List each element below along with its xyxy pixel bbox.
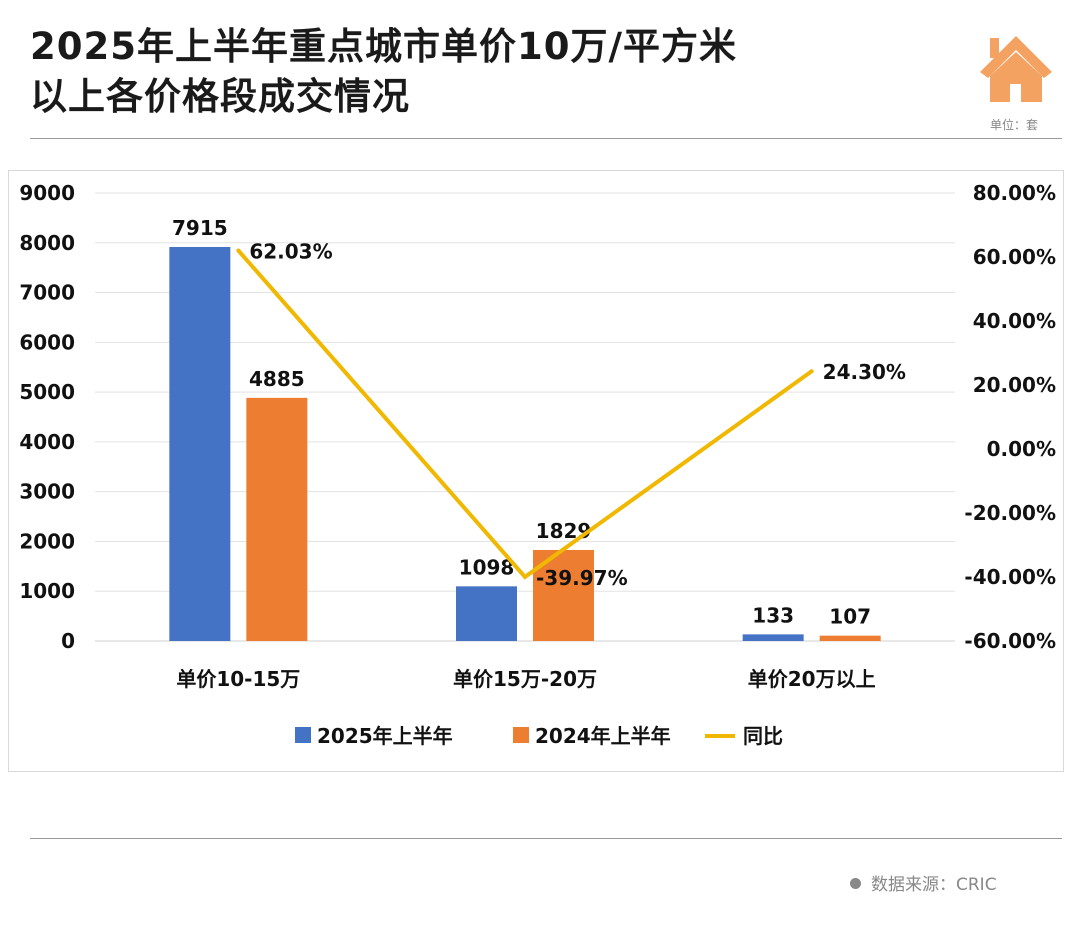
bar-2025	[169, 247, 231, 641]
data-label: 7915	[172, 216, 228, 240]
y-tick-label: 7000	[19, 281, 75, 305]
y-tick-label: 6000	[19, 330, 75, 354]
yoy-label: -39.97%	[536, 566, 628, 590]
x-tick-label: 单价20万以上	[748, 667, 876, 691]
y-tick-label: 4000	[19, 430, 75, 454]
y2-tick-label: 20.00%	[973, 373, 1056, 397]
yoy-point	[523, 574, 527, 579]
divider	[30, 838, 1062, 839]
title-line-1: 2025年上半年重点城市单价10万/平方米	[30, 25, 737, 68]
y-tick-label: 5000	[19, 380, 75, 404]
y-tick-label: 2000	[19, 529, 75, 553]
y2-tick-label: -60.00%	[964, 629, 1056, 653]
y-tick-label: 9000	[19, 181, 75, 205]
y2-tick-label: -40.00%	[964, 565, 1056, 589]
y-tick-label: 0	[61, 629, 75, 653]
legend-swatch-2024	[513, 727, 529, 743]
yoy-label: 24.30%	[823, 360, 906, 384]
bar-2025	[742, 634, 804, 641]
unit-label: 单位：套	[990, 118, 1039, 132]
yoy-point	[236, 248, 241, 253]
bar-2025	[456, 586, 517, 641]
page-title: 2025年上半年重点城市单价10万/平方米 以上各价格段成交情况	[30, 22, 737, 122]
y2-tick-label: -20.00%	[964, 501, 1056, 525]
legend-label: 2025年上半年	[317, 724, 453, 748]
yoy-point	[809, 369, 814, 374]
y2-tick-label: 80.00%	[973, 181, 1056, 205]
y-tick-label: 8000	[19, 231, 75, 255]
yoy-line	[236, 249, 813, 580]
y2-tick-label: 0.00%	[987, 437, 1056, 461]
title-line-2: 以上各价格段成交情况	[30, 75, 410, 118]
y2-tick-label: 60.00%	[973, 245, 1056, 269]
bar-2024	[819, 635, 881, 641]
data-label: 133	[752, 603, 794, 627]
x-tick-label: 单价10-15万	[176, 667, 300, 691]
y-tick-label: 3000	[19, 480, 75, 504]
source-note: 数据来源：CRIC	[850, 870, 997, 895]
x-tick-label: 单价15万-20万	[453, 667, 597, 691]
legend-label: 同比	[743, 724, 783, 748]
y2-tick-label: 40.00%	[973, 309, 1056, 333]
yoy-label: 62.03%	[249, 240, 332, 264]
bar-2024	[246, 397, 308, 641]
data-label: 107	[829, 605, 871, 629]
bullet-icon	[850, 878, 861, 889]
data-label: 1098	[459, 555, 515, 579]
house-icon	[980, 36, 1052, 102]
source-text: 数据来源：CRIC	[871, 875, 997, 895]
legend-swatch-2025	[295, 727, 311, 743]
data-label: 1829	[536, 519, 592, 543]
chart-frame	[8, 170, 1064, 772]
y-tick-label: 1000	[19, 579, 75, 603]
data-label: 4885	[249, 367, 305, 391]
divider	[30, 138, 1062, 139]
legend-label: 2024年上半年	[535, 724, 671, 748]
